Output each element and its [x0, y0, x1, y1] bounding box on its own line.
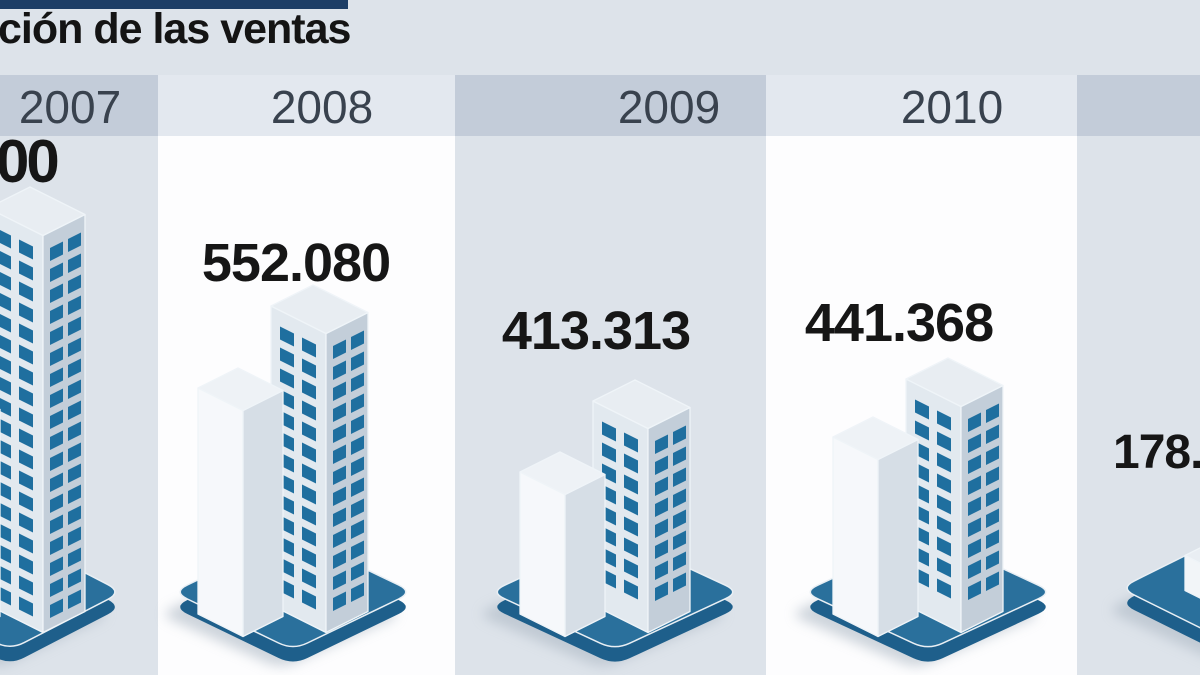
- year-band-2007: [0, 75, 158, 136]
- year-band-2010: [766, 75, 1077, 136]
- year-band-2009: [455, 75, 766, 136]
- year-band-2011: [1077, 75, 1200, 136]
- value-label-2011: 178.: [1113, 426, 1200, 479]
- value-label-2009: 413.313: [501, 301, 691, 361]
- value-label-2010: 441.368: [804, 293, 994, 353]
- chart-title: ción de las ventas: [0, 5, 351, 53]
- title-accent-bar: [0, 0, 348, 9]
- year-label-2010: 2010: [900, 81, 1004, 133]
- year-band-2008: [158, 75, 455, 136]
- year-label-2007: 2007: [18, 81, 122, 133]
- value-label-2008: 552.080: [201, 233, 391, 293]
- building-2009: [482, 379, 734, 666]
- column-card-2008: [158, 136, 455, 675]
- value-label-2007: 00: [0, 128, 60, 195]
- year-label-2008: 2008: [270, 81, 374, 133]
- year-label-2009: 2009: [617, 81, 721, 133]
- building-2011: [1112, 547, 1200, 654]
- building-2007: [0, 186, 116, 666]
- column-card-2010: [766, 136, 1077, 675]
